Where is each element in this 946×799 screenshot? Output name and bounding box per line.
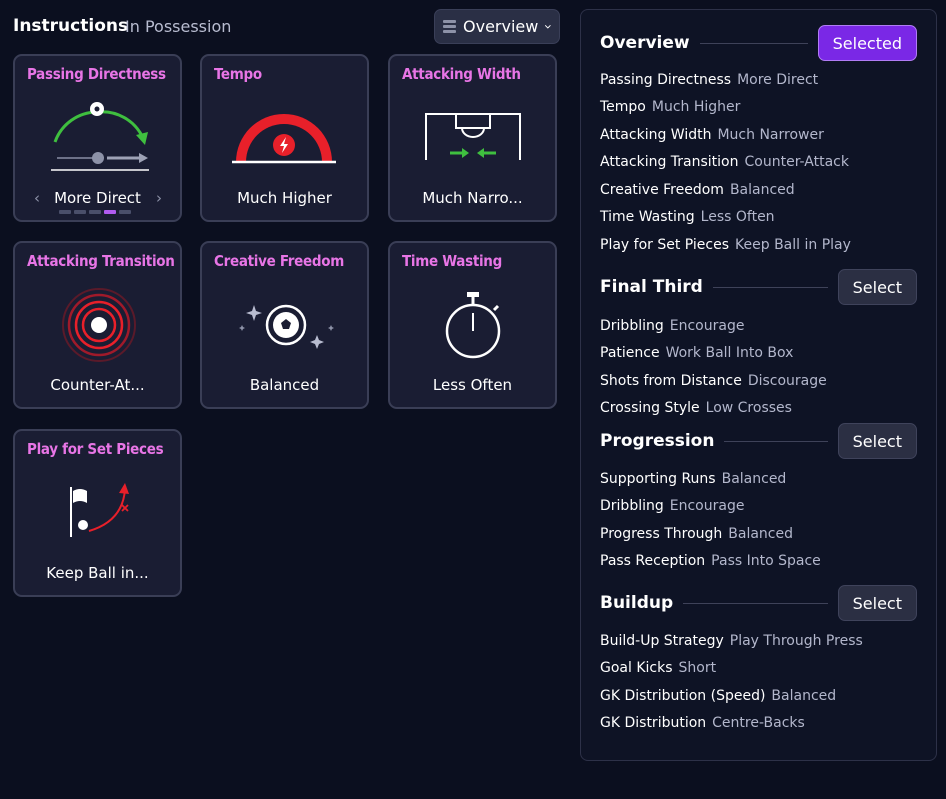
page-subtitle: In Possession <box>125 17 232 36</box>
card-value: Much Narro... <box>422 189 523 207</box>
overview-list: Passing Directness More Direct Tempo Much … <box>600 66 926 259</box>
list-item: Pass Reception Pass Into Space <box>600 553 821 570</box>
option-indicator <box>59 210 131 214</box>
section-title: Overview <box>600 33 690 53</box>
card-set-pieces[interactable]: Play for Set Pieces Keep Ball in... <box>13 429 182 597</box>
final-third-select-button[interactable]: Select <box>837 269 917 305</box>
section-header-buildup: Buildup Select <box>600 583 917 623</box>
list-item: Attacking Transition Counter-Attack <box>600 154 849 171</box>
card-value: Balanced <box>249 376 320 394</box>
list-item: GK Distribution (Speed) Balanced <box>600 687 837 704</box>
overview-selected-button[interactable]: Selected <box>817 25 917 61</box>
card-title: Creative Freedom <box>214 252 344 270</box>
card-creative-freedom[interactable]: Creative Freedom Balanced <box>200 241 369 409</box>
final-third-list: Dribbling Encourage Patience Work Ball Int… <box>600 312 926 422</box>
list-item: Creative Freedom Balanced <box>600 181 795 198</box>
list-item: Build-Up Strategy Play Through Press <box>600 632 863 649</box>
pitch-width-icon <box>425 113 521 160</box>
tempo-gauge-icon <box>232 114 336 164</box>
card-title: Attacking Transition <box>27 252 175 270</box>
list-item: Tempo Much Higher <box>600 99 741 116</box>
card-value: Much Higher <box>237 189 332 207</box>
buildup-list: Build-Up Strategy Play Through Press Goal… <box>600 627 926 737</box>
card-time-wasting[interactable]: Time Wasting Less Often <box>388 241 557 409</box>
list-item: Dribbling Encourage <box>600 317 745 334</box>
section-header-overview: Overview Selected <box>600 23 917 63</box>
counter-attack-target-icon <box>62 288 136 362</box>
list-item: Supporting Runs Balanced <box>600 470 787 487</box>
list-item: Patience Work Ball Into Box <box>600 345 794 362</box>
list-item: Progress Through Balanced <box>600 525 794 542</box>
buildup-select-button[interactable]: Select <box>837 585 917 621</box>
passing-directness-icon <box>51 102 149 171</box>
prev-option-button[interactable]: ‹ <box>34 189 40 207</box>
list-item: Time Wasting Less Often <box>600 209 775 226</box>
divider <box>724 440 828 442</box>
view-dropdown[interactable]: Overview <box>434 9 560 44</box>
page-title: Instructions <box>13 16 129 36</box>
section-header-final-third: Final Third Select <box>600 267 917 307</box>
card-title: Tempo <box>214 65 262 83</box>
card-attacking-width[interactable]: Attacking Width Much Narro... <box>388 54 557 222</box>
corner-flag-icon <box>70 483 129 537</box>
list-icon <box>443 20 456 33</box>
list-item: Shots from Distance Discourage <box>600 372 827 389</box>
section-title: Final Third <box>600 277 703 297</box>
progression-select-button[interactable]: Select <box>837 423 917 459</box>
card-title: Play for Set Pieces <box>27 440 164 458</box>
section-title: Buildup <box>600 593 674 613</box>
divider <box>712 286 828 288</box>
instructions-summary-panel: Overview Selected Passing Directness More… <box>580 9 937 761</box>
list-item: Play for Set Pieces Keep Ball in Play <box>600 236 851 253</box>
divider <box>683 602 828 604</box>
creative-ball-icon <box>239 304 334 349</box>
list-item: GK Distribution Centre-Backs <box>600 715 805 732</box>
card-value: More Direct <box>54 189 141 207</box>
card-passing-directness[interactable]: Passing Directness ‹ More Direct › <box>13 54 182 222</box>
progression-list: Supporting Runs Balanced Dribbling Encoura… <box>600 465 926 575</box>
list-item: Attacking Width Much Narrower <box>600 126 824 143</box>
list-item: Dribbling Encourage <box>600 498 745 515</box>
card-tempo[interactable]: Tempo Much Higher <box>200 54 369 222</box>
card-value: Keep Ball in... <box>46 564 149 582</box>
next-option-button[interactable]: › <box>156 189 162 207</box>
list-item: Crossing Style Low Crosses <box>600 400 792 417</box>
list-item: Goal Kicks Short <box>600 660 717 677</box>
list-item: Passing Directness More Direct <box>600 71 819 88</box>
section-header-progression: Progression Select <box>600 421 917 461</box>
stopwatch-icon <box>445 292 501 359</box>
card-title: Attacking Width <box>402 65 521 83</box>
card-value: Counter-At... <box>50 376 145 394</box>
card-value: Less Often <box>432 376 513 394</box>
card-title: Passing Directness <box>27 65 166 83</box>
section-title: Progression <box>600 431 715 451</box>
chevron-down-icon <box>545 24 551 29</box>
divider <box>699 42 808 44</box>
card-attacking-transition[interactable]: Attacking Transition Counter-At... <box>13 241 182 409</box>
card-title: Time Wasting <box>402 252 502 270</box>
view-dropdown-label: Overview <box>463 17 539 36</box>
